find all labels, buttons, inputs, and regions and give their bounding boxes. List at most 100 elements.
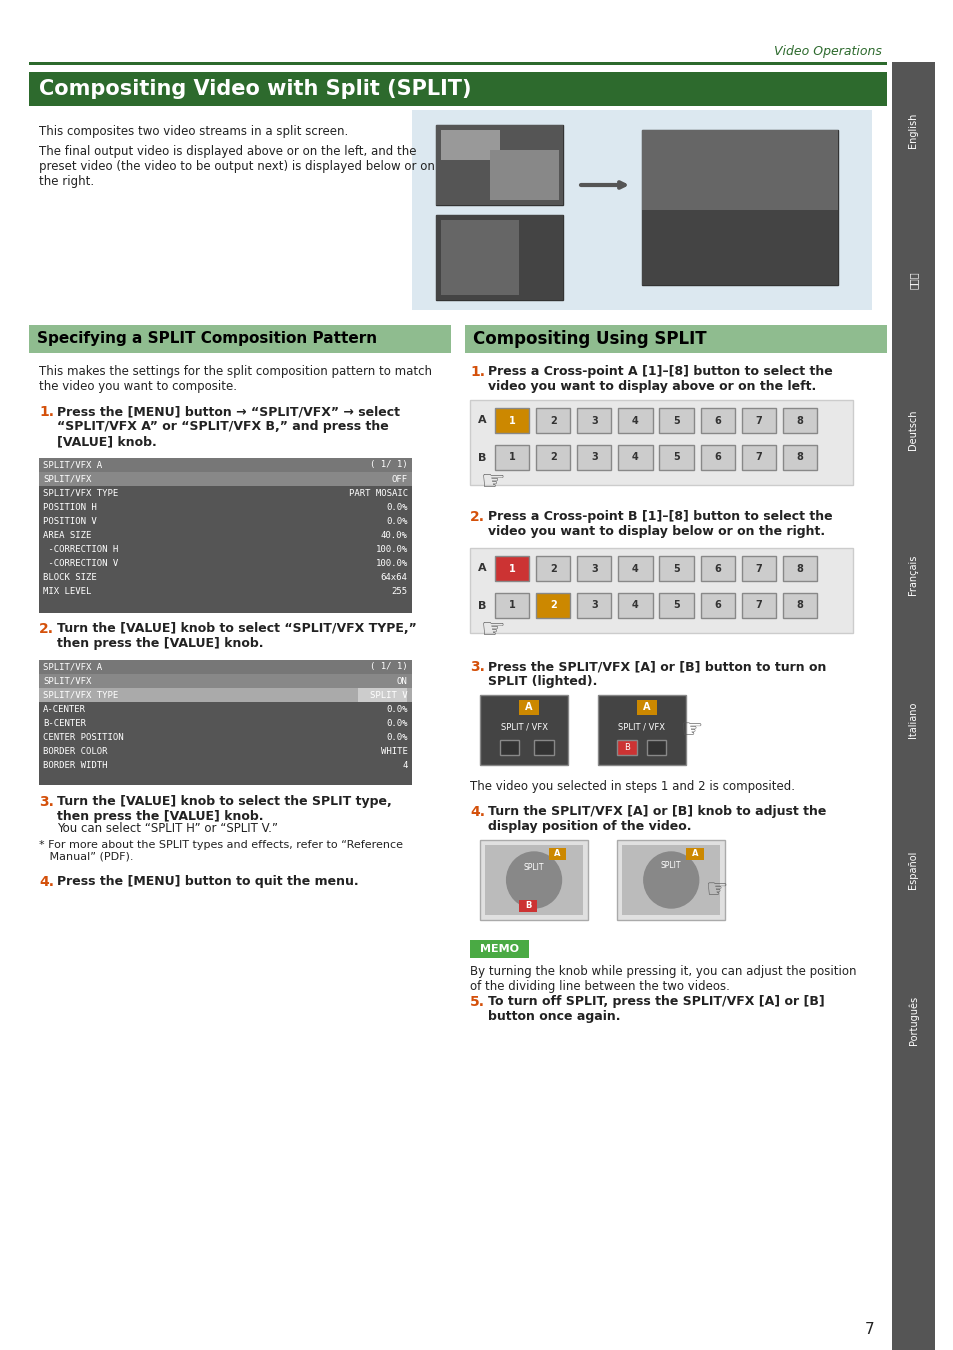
- Text: SPLIT/VFX: SPLIT/VFX: [43, 676, 91, 686]
- Bar: [465, 325, 886, 352]
- Bar: [518, 900, 537, 913]
- Text: To turn off SPLIT, press the SPLIT/VFX [A] or [B]
button once again.: To turn off SPLIT, press the SPLIT/VFX […: [488, 995, 824, 1023]
- Text: Press a Cross-point B [1]–[8] button to select the
video you want to display bel: Press a Cross-point B [1]–[8] button to …: [488, 510, 832, 539]
- Text: 0.0%: 0.0%: [386, 517, 407, 525]
- Text: The final output video is displayed above or on the left, and the
preset video (: The final output video is displayed abov…: [39, 144, 435, 188]
- Bar: [30, 325, 451, 352]
- Text: 7: 7: [755, 452, 761, 463]
- Bar: [741, 556, 776, 580]
- Text: A: A: [642, 702, 650, 711]
- Text: Español: Español: [907, 850, 918, 890]
- Bar: [436, 126, 563, 205]
- Text: SPLIT / VFX: SPLIT / VFX: [618, 722, 664, 732]
- Text: B: B: [623, 743, 629, 752]
- Bar: [641, 130, 837, 285]
- Text: A: A: [554, 849, 560, 859]
- Bar: [891, 62, 934, 1350]
- Text: 4.: 4.: [39, 875, 54, 890]
- Bar: [518, 701, 538, 716]
- Text: Press the SPLIT/VFX [A] or [B] button to turn on
SPLIT (lighted).: Press the SPLIT/VFX [A] or [B] button to…: [488, 660, 825, 688]
- Text: 3.: 3.: [39, 795, 54, 809]
- Text: 2: 2: [549, 416, 556, 425]
- Bar: [436, 126, 563, 205]
- Bar: [440, 220, 518, 296]
- Text: 8: 8: [796, 452, 802, 463]
- Text: This makes the settings for the split composition pattern to match
the video you: This makes the settings for the split co…: [39, 364, 432, 393]
- Text: 6: 6: [714, 416, 720, 425]
- Bar: [618, 446, 652, 470]
- Text: MIX LEVEL: MIX LEVEL: [43, 586, 91, 595]
- Bar: [495, 446, 529, 470]
- Bar: [782, 593, 817, 618]
- Text: AREA SIZE: AREA SIZE: [43, 531, 91, 540]
- Bar: [484, 845, 582, 915]
- Text: BORDER COLOR: BORDER COLOR: [43, 747, 108, 756]
- Text: Português: Português: [907, 995, 918, 1045]
- Bar: [637, 701, 656, 716]
- Text: BORDER WIDTH: BORDER WIDTH: [43, 760, 108, 770]
- Text: 4: 4: [632, 416, 639, 425]
- Bar: [39, 688, 411, 702]
- Bar: [641, 130, 837, 211]
- Text: 3: 3: [590, 452, 598, 463]
- Text: 6: 6: [714, 452, 720, 463]
- Text: Press the [MENU] button to quit the menu.: Press the [MENU] button to quit the menu…: [57, 875, 358, 888]
- Bar: [577, 408, 611, 433]
- Bar: [436, 215, 563, 300]
- Bar: [641, 211, 837, 285]
- Circle shape: [643, 852, 698, 909]
- Bar: [39, 458, 411, 472]
- Bar: [411, 109, 871, 311]
- Text: By turning the knob while pressing it, you can adjust the position
of the dividi: By turning the knob while pressing it, y…: [470, 965, 856, 994]
- Bar: [39, 458, 411, 613]
- Bar: [782, 408, 817, 433]
- Text: SPLIT / VFX: SPLIT / VFX: [500, 722, 547, 732]
- Text: OFF: OFF: [391, 474, 407, 483]
- Bar: [741, 593, 776, 618]
- Bar: [536, 446, 570, 470]
- Bar: [659, 408, 693, 433]
- Text: This composites two video streams in a split screen.: This composites two video streams in a s…: [39, 126, 348, 138]
- Bar: [577, 446, 611, 470]
- Bar: [700, 446, 734, 470]
- Text: B-CENTER: B-CENTER: [43, 718, 86, 728]
- Bar: [617, 840, 724, 919]
- Text: 7: 7: [755, 563, 761, 574]
- Bar: [621, 845, 720, 915]
- Text: You can select “SPLIT H” or “SPLIT V.”: You can select “SPLIT H” or “SPLIT V.”: [57, 822, 277, 836]
- Text: B: B: [524, 902, 531, 910]
- Bar: [548, 848, 566, 860]
- Text: ( 1/ 1): ( 1/ 1): [370, 663, 407, 671]
- Bar: [646, 740, 665, 755]
- Text: 8: 8: [796, 601, 802, 610]
- Text: Turn the SPLIT/VFX [A] or [B] knob to adjust the
display position of the video.: Turn the SPLIT/VFX [A] or [B] knob to ad…: [488, 805, 825, 833]
- Bar: [470, 548, 852, 633]
- Bar: [30, 62, 886, 65]
- Bar: [700, 593, 734, 618]
- Text: A: A: [525, 702, 533, 711]
- Bar: [618, 593, 652, 618]
- Text: 255: 255: [391, 586, 407, 595]
- Text: A: A: [477, 563, 486, 572]
- Text: 2.: 2.: [39, 622, 54, 636]
- Text: ☞: ☞: [479, 616, 504, 644]
- Bar: [436, 215, 563, 300]
- Bar: [470, 400, 852, 485]
- Text: POSITION H: POSITION H: [43, 502, 97, 512]
- Text: * For more about the SPLIT types and effects, refer to “Reference
   Manual” (PD: * For more about the SPLIT types and eff…: [39, 840, 403, 861]
- Bar: [577, 556, 611, 580]
- Text: POSITION V: POSITION V: [43, 517, 97, 525]
- Text: 8: 8: [796, 416, 802, 425]
- Text: 5: 5: [673, 601, 679, 610]
- Text: SPLIT: SPLIT: [660, 860, 680, 869]
- Text: SPLIT/VFX TYPE: SPLIT/VFX TYPE: [43, 690, 118, 699]
- Text: ☞: ☞: [705, 878, 727, 902]
- Text: Turn the [VALUE] knob to select “SPLIT/VFX TYPE,”
then press the [VALUE] knob.: Turn the [VALUE] knob to select “SPLIT/V…: [57, 622, 416, 649]
- Text: PART MOSAIC: PART MOSAIC: [348, 489, 407, 498]
- Text: B: B: [477, 454, 486, 463]
- Bar: [577, 593, 611, 618]
- Bar: [618, 408, 652, 433]
- Text: 1.: 1.: [39, 405, 54, 418]
- Bar: [479, 840, 587, 919]
- Text: Français: Français: [907, 555, 918, 595]
